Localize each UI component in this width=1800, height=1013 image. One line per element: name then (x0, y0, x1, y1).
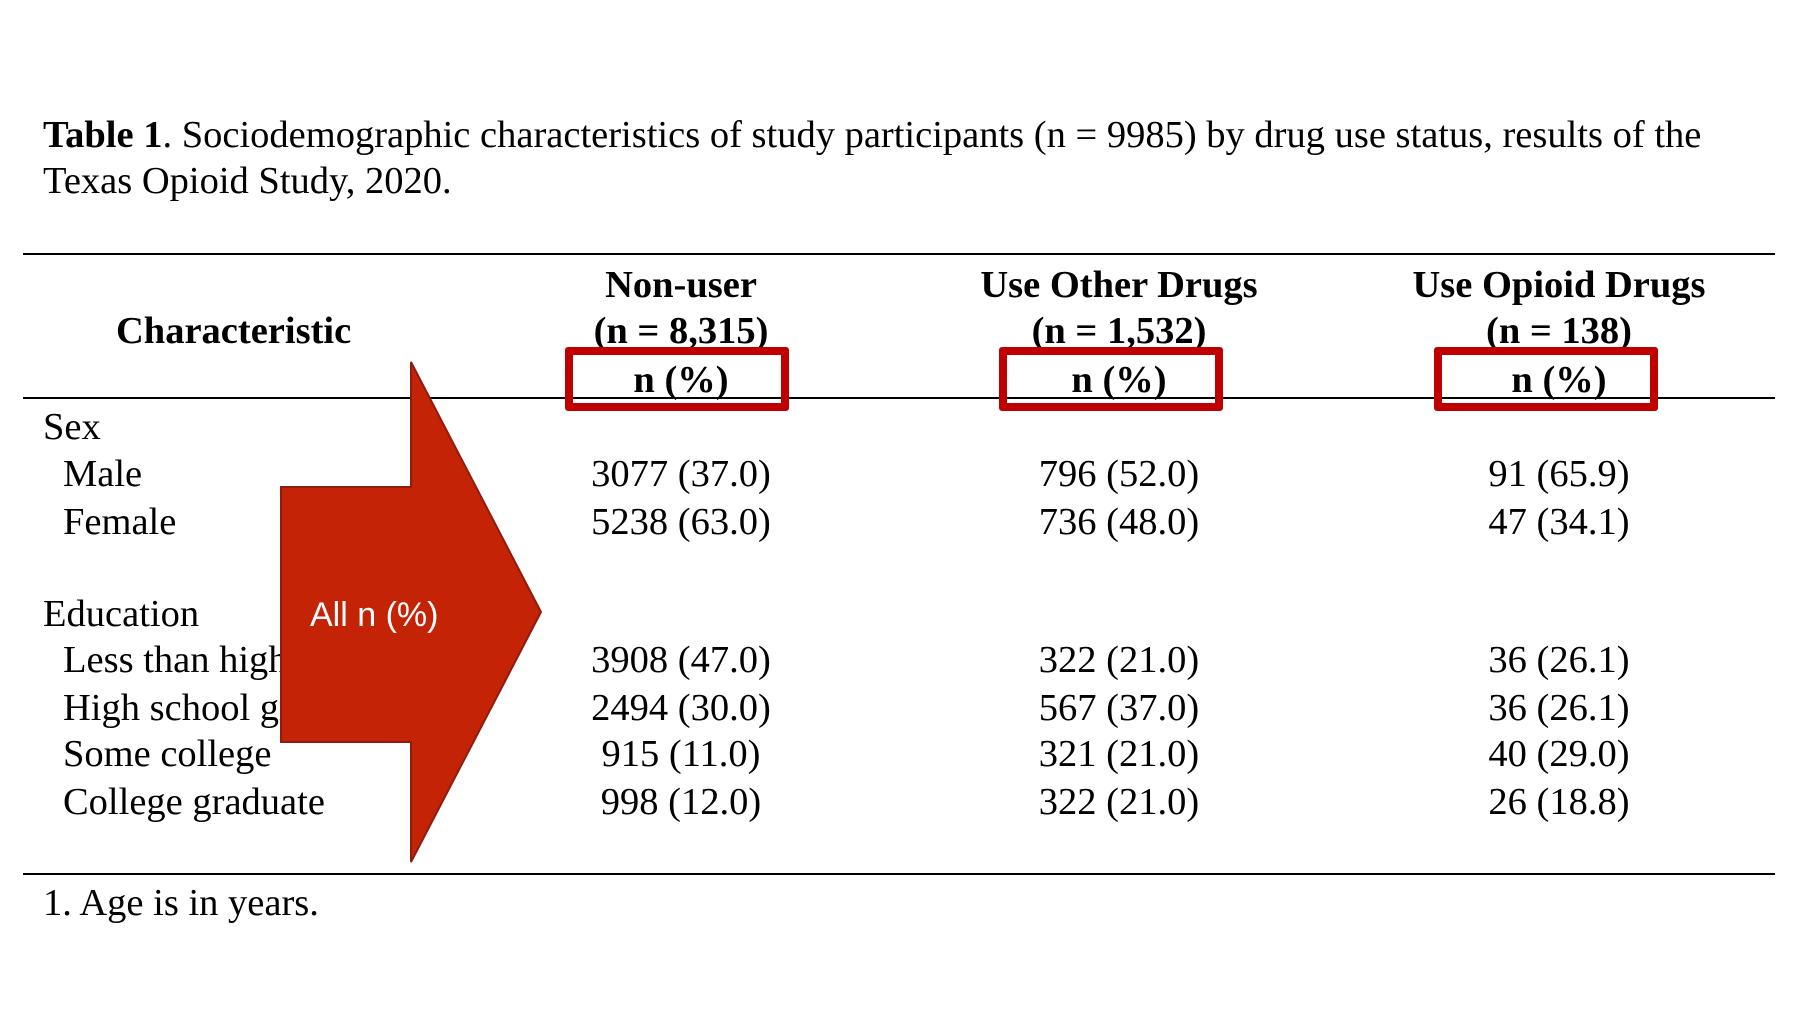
row-label: College graduate (63, 781, 325, 823)
table-cell: 91 (65.9) (1488, 453, 1630, 495)
table-cell: 3908 (47.0) (591, 639, 771, 681)
row-label: Some college (63, 733, 272, 775)
table-cell: 915 (11.0) (601, 733, 761, 775)
col-unit-use-opioid-drugs: n (%) (1511, 359, 1607, 401)
caption-text: . Sociodemographic characteristics of st… (43, 114, 1702, 202)
stub-header: Characteristic (116, 310, 352, 352)
table-cell: 567 (37.0) (1038, 687, 1200, 729)
table-cell: 321 (21.0) (1038, 733, 1200, 775)
row-label: Female (63, 501, 177, 543)
col-header-use-other-drugs: Use Other Drugs (980, 264, 1258, 306)
table-cell: 40 (29.0) (1488, 733, 1630, 775)
table-cell: 5238 (63.0) (591, 501, 771, 543)
table-cell: 47 (34.1) (1488, 501, 1630, 543)
highlight-box-use-other-drugs (999, 347, 1223, 411)
table-cell: 36 (26.1) (1488, 687, 1630, 729)
table-cell: 796 (52.0) (1038, 453, 1200, 495)
row-label: Male (63, 453, 143, 495)
highlight-box-use-opioid-drugs (1434, 347, 1658, 411)
col-unit-non-user: n (%) (633, 359, 729, 401)
arrow-label: All n (%) (310, 596, 439, 634)
table-bottom-rule (23, 873, 1775, 875)
table-cell: 322 (21.0) (1038, 639, 1200, 681)
table-label: Table 1 (43, 114, 163, 156)
table-top-rule (23, 253, 1775, 255)
arrow-callout-shape (280, 361, 543, 863)
table-cell: 736 (48.0) (1038, 501, 1200, 543)
table-caption: Table 1. Sociodemographic characteristic… (43, 112, 1763, 204)
table-cell: 998 (12.0) (600, 781, 762, 823)
group-label-sex: Sex (43, 406, 101, 448)
table-cell: 26 (18.8) (1488, 781, 1630, 823)
col-n-use-opioid-drugs: (n = 138) (1486, 310, 1632, 352)
col-header-use-opioid-drugs: Use Opioid Drugs (1412, 264, 1706, 306)
table-cell: 322 (21.0) (1038, 781, 1200, 823)
group-label-education: Education (43, 593, 200, 635)
highlight-box-non-user (565, 347, 789, 411)
table-cell: 36 (26.1) (1488, 639, 1630, 681)
col-unit-use-other-drugs: n (%) (1071, 359, 1167, 401)
table-footnote: 1. Age is in years. (43, 882, 319, 924)
table-cell: 3077 (37.0) (591, 453, 771, 495)
col-n-non-user: (n = 8,315) (593, 310, 769, 352)
col-n-use-other-drugs: (n = 1,532) (1031, 310, 1207, 352)
table-cell: 2494 (30.0) (591, 687, 771, 729)
col-header-non-user: Non-user (605, 264, 757, 306)
table-header-rule (23, 397, 1775, 399)
